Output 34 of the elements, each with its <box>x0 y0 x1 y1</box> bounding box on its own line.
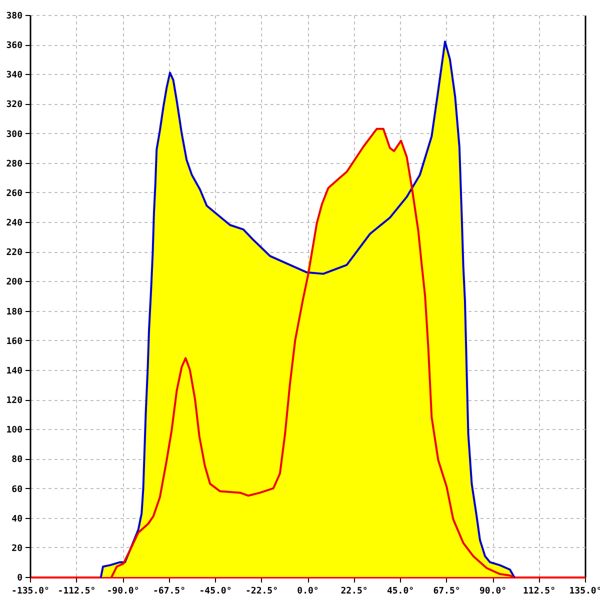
x-tick-label: -67.5° <box>152 586 186 596</box>
x-tick-label: 0.0° <box>297 586 319 596</box>
x-tick-label: -22.5° <box>245 586 278 596</box>
y-tick-label: 100 <box>6 426 22 436</box>
x-tick-label: 90.0° <box>479 586 507 596</box>
y-tick-label: 40 <box>12 514 22 524</box>
y-tick-label: 120 <box>6 396 22 406</box>
x-tick-label: 67.5° <box>433 586 460 596</box>
y-tick-label: 280 <box>6 159 22 170</box>
x-tick-label: 45.0° <box>386 586 414 596</box>
y-tick-label: 360 <box>6 41 22 52</box>
line-series <box>100 40 516 578</box>
line-series <box>110 128 514 578</box>
x-tick-label: 112.5° <box>522 586 556 596</box>
x-tick-label: -135.0° <box>12 586 50 596</box>
y-tick-label: 380 <box>6 12 22 22</box>
y-tick-label: 20 <box>12 544 22 554</box>
y-tick-label: 300 <box>6 130 22 140</box>
y-tick-label: 60 <box>12 484 22 495</box>
y-tick-label: 160 <box>6 336 22 347</box>
y-tick-label: 220 <box>6 248 22 258</box>
y-tick-label: 180 <box>6 307 22 318</box>
x-tick-label: 22.5° <box>340 586 368 596</box>
x-tick-label: -45.0° <box>199 586 232 596</box>
y-tick-label: 240 <box>6 218 22 229</box>
y-tick-label: 260 <box>6 188 22 199</box>
x-tick-label: -90.0° <box>106 586 140 596</box>
y-tick-label: 80 <box>12 455 22 466</box>
y-tick-label: 340 <box>6 70 22 81</box>
y-tick-label: 140 <box>6 366 22 376</box>
y-tick-label: 320 <box>6 100 22 110</box>
y-tick-label: 200 <box>6 278 22 288</box>
y-tick-label: 0 <box>17 574 22 584</box>
x-tick-label: -112.5° <box>58 586 96 596</box>
